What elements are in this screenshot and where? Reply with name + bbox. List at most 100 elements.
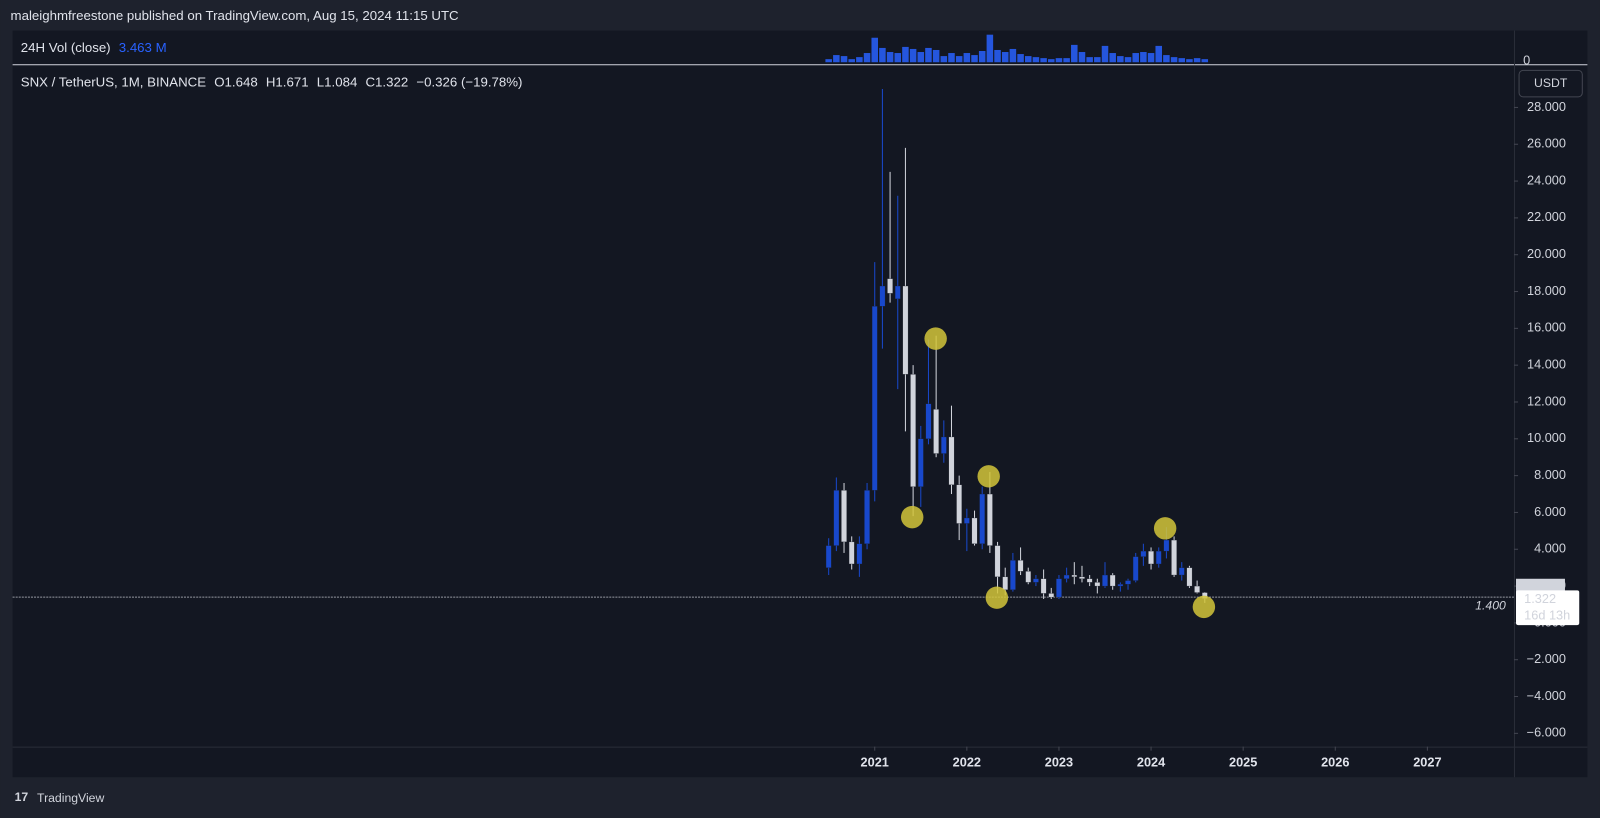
volume-title: 24H Vol (close) 3.463 M <box>21 39 167 54</box>
y-tick-label: 12.000 <box>1527 393 1566 408</box>
marker <box>924 327 947 350</box>
volume-bar <box>825 59 832 63</box>
volume-bar <box>932 49 940 63</box>
y-tick-label: −2.000 <box>1527 651 1566 666</box>
volume-bar <box>917 52 925 63</box>
marker <box>900 505 924 529</box>
candle-body <box>1017 560 1024 572</box>
volume-bar <box>1071 44 1078 63</box>
volume-bar <box>1109 53 1116 63</box>
volume-name: 24H Vol (close) <box>21 39 111 54</box>
y-tick-label: 20.000 <box>1527 246 1566 261</box>
candle-body <box>964 517 970 524</box>
last-price-label: 1.322 <box>1524 591 1556 606</box>
candle-body <box>994 545 1001 578</box>
legend-c-value: 1.322 <box>375 74 408 89</box>
candle-body <box>987 493 993 546</box>
volume-bar <box>1155 45 1162 63</box>
candle-body <box>887 278 893 294</box>
candle-body <box>933 409 939 454</box>
volume-bar <box>971 55 978 63</box>
y-tick-label: 22.000 <box>1527 209 1566 224</box>
volume-bar <box>1063 58 1070 63</box>
volume-bar <box>994 49 1001 63</box>
horizontal-line-label: 1.400 <box>1475 599 1506 613</box>
marker <box>977 465 1000 488</box>
candle-body <box>841 490 847 543</box>
volume-bar <box>856 57 863 63</box>
volume-bar <box>879 47 886 63</box>
candle-body <box>1163 539 1170 552</box>
volume-bar <box>1193 58 1201 63</box>
volume-bar <box>1040 58 1047 63</box>
volume-bar <box>940 56 948 63</box>
volume-bar <box>1009 48 1017 63</box>
candle-body <box>894 285 901 300</box>
candle-body <box>1079 576 1085 579</box>
volume-bar <box>840 56 848 63</box>
legend-o-value: 1.648 <box>225 74 258 89</box>
currency-label[interactable]: USDT <box>1534 76 1568 90</box>
candle-body <box>1109 574 1116 587</box>
volume-bar <box>1117 56 1124 63</box>
volume-bar <box>1001 52 1009 63</box>
legend-l: L <box>317 74 324 89</box>
candle-body <box>848 541 855 565</box>
drawings <box>900 327 1216 619</box>
marker <box>1153 517 1177 540</box>
candle-body <box>917 438 924 487</box>
x-tick-label: 2022 <box>953 754 981 769</box>
candle-body <box>925 403 932 439</box>
legend-h: H <box>266 74 276 89</box>
published-note: maleighmfreestone published on TradingVi… <box>11 8 460 23</box>
currency-button[interactable] <box>1518 69 1583 98</box>
volume-value: 3.463 M <box>119 39 167 54</box>
candle-body <box>871 306 878 491</box>
volume-bar <box>1170 57 1178 63</box>
y-tick-label: 18.000 <box>1527 283 1566 298</box>
y-tick-label: −4.000 <box>1527 688 1566 703</box>
volume-bar <box>955 56 963 63</box>
last-price-box <box>1516 590 1580 626</box>
candle-body <box>1117 584 1124 587</box>
volume-bar <box>1132 53 1139 63</box>
volume-bar <box>1178 58 1186 63</box>
x-tick-label: 2025 <box>1229 754 1257 769</box>
volume-bar <box>1086 57 1093 63</box>
candle-body <box>879 285 886 307</box>
candle-body <box>1125 580 1131 585</box>
candle-body <box>1102 574 1108 587</box>
volume-bar <box>963 53 971 63</box>
volume-bar <box>925 47 932 63</box>
volume-bar <box>886 52 894 63</box>
symbol-legend: SNX / TetherUS, 1M, BINANCE O1.648 H1.671 L… <box>21 74 523 89</box>
volume-bar <box>978 50 986 63</box>
candle-body <box>910 374 916 487</box>
volume-bar <box>1163 55 1170 63</box>
y-tick-label: 8.000 <box>1534 467 1566 482</box>
volume-bar <box>1017 54 1024 63</box>
volume-bar <box>1186 59 1193 63</box>
candle-body <box>1033 578 1039 583</box>
volume-bar <box>1124 57 1132 63</box>
y-tick-label: 28.000 <box>1527 99 1566 114</box>
line-price-label: 1.400 <box>1524 579 1556 594</box>
candle-body <box>825 545 832 568</box>
volume-bar <box>1201 59 1209 63</box>
x-tick-label: 2021 <box>861 754 889 769</box>
candle-body <box>956 484 962 524</box>
volume-bar <box>948 53 955 63</box>
candle-body <box>1148 550 1154 565</box>
logo-mark: 17 <box>15 790 29 804</box>
candle-body <box>1056 578 1062 598</box>
candle-body <box>1194 585 1200 593</box>
x-tick-label: 2026 <box>1321 754 1349 769</box>
candle-body <box>1040 578 1047 594</box>
volume-bar <box>863 53 871 63</box>
candle-body <box>971 517 978 544</box>
candle-body <box>948 436 955 485</box>
candle-body <box>1048 593 1055 598</box>
